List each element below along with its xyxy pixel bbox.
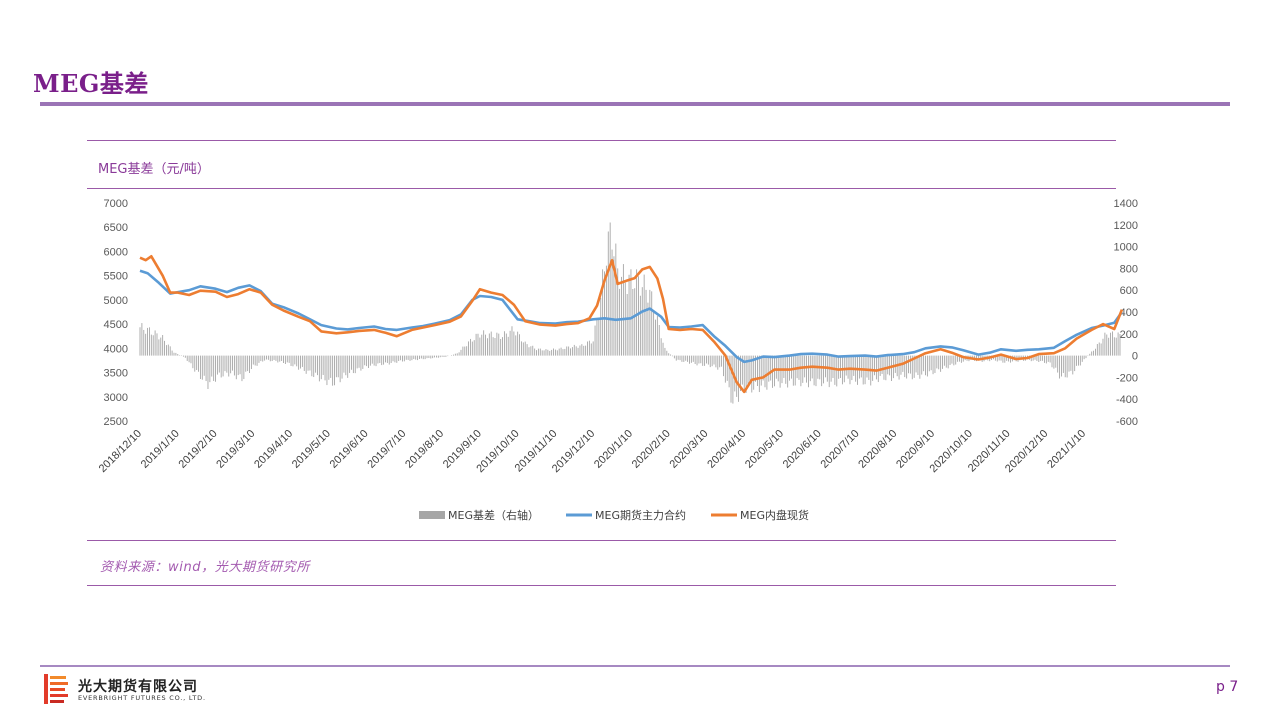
right-axis-tick-label: 1200 [1114, 220, 1138, 232]
x-axis-tick-label: 2020/2/10 [630, 428, 673, 471]
right-axis-tick-label: -600 [1116, 416, 1138, 428]
x-axis-tick-label: 2019/2/10 [177, 428, 220, 471]
legend-futures-label: MEG期货主力合约 [595, 508, 686, 522]
left-axis-tick-label: 3500 [104, 368, 128, 380]
futures-line [139, 269, 1123, 364]
x-axis-tick-label: 2019/7/10 [365, 428, 408, 471]
x-axis-tick-label: 2019/3/10 [214, 428, 257, 471]
source-note: 资料来源：wind，光大期货研究所 [100, 560, 310, 575]
x-axis-tick-label: 2019/1/10 [139, 428, 182, 471]
chart-title-divider [87, 188, 1116, 189]
right-axis-tick-label: 400 [1120, 307, 1138, 319]
x-axis-tick-label: 2019/6/10 [328, 428, 371, 471]
x-axis-tick-label: 2019/8/10 [403, 428, 446, 471]
left-axis-tick-label: 6000 [104, 246, 128, 258]
right-axis-tick-label: 600 [1120, 285, 1138, 297]
x-axis-tick-label: 2019/4/10 [252, 428, 295, 471]
company-name-en: EVERBRIGHT FUTURES CO., LTD. [78, 694, 206, 702]
x-axis-tick-label: 2020/4/10 [705, 428, 748, 471]
slide-title: MEG基差 [33, 69, 149, 98]
legend-spot-label: MEG内盘现货 [740, 508, 809, 522]
left-axis-tick-label: 6500 [104, 222, 128, 234]
left-axis-tick-label: 5000 [104, 295, 128, 307]
left-axis-tick-label: 3000 [104, 392, 128, 404]
left-axis-tick-label: 2500 [104, 416, 128, 428]
x-axis-tick-label: 2020/6/10 [781, 428, 824, 471]
x-axis-tick-label: 2020/7/10 [819, 428, 862, 471]
right-axis-tick-label: 0 [1132, 351, 1138, 363]
right-axis-tick-label: -400 [1116, 394, 1138, 406]
right-axis-tick-label: 200 [1120, 329, 1138, 341]
left-axis-tick-label: 4500 [104, 319, 128, 331]
right-axis-tick-label: 800 [1120, 263, 1138, 275]
x-axis-tick-label: 2021/1/10 [1045, 428, 1088, 471]
source-top-divider [87, 540, 1116, 541]
right-axis-tick-label: 1400 [1114, 198, 1138, 210]
chart-frame-top [87, 140, 1116, 141]
legend-basis-marker [419, 511, 445, 519]
source-bottom-divider [87, 585, 1116, 586]
company-name-cn: 光大期货有限公司 [78, 679, 198, 695]
spot-line [139, 255, 1124, 394]
everbright-logo-icon [44, 674, 68, 704]
title-divider [40, 102, 1230, 106]
left-axis-tick-label: 5500 [104, 271, 128, 283]
right-axis-tick-label: 1000 [1114, 242, 1138, 254]
left-axis-tick-label: 4000 [104, 343, 128, 355]
right-axis-tick-label: -200 [1116, 372, 1138, 384]
footer-divider [40, 665, 1230, 667]
x-axis-tick-label: 2020/8/10 [856, 428, 899, 471]
x-axis-tick-label: 2020/3/10 [668, 428, 711, 471]
chart-title: MEG基差（元/吨） [98, 162, 210, 177]
basis-bars [139, 222, 1121, 404]
x-axis-tick-label: 2020/5/10 [743, 428, 786, 471]
x-axis-tick-label: 2019/5/10 [290, 428, 333, 471]
x-axis-tick-label: 2018/12/10 [97, 428, 144, 475]
page-number: p 7 [1216, 679, 1239, 695]
left-axis-tick-label: 7000 [104, 198, 128, 210]
legend-basis-label: MEG基差（右轴） [448, 508, 539, 522]
x-axis-tick-label: 2020/1/10 [592, 428, 635, 471]
